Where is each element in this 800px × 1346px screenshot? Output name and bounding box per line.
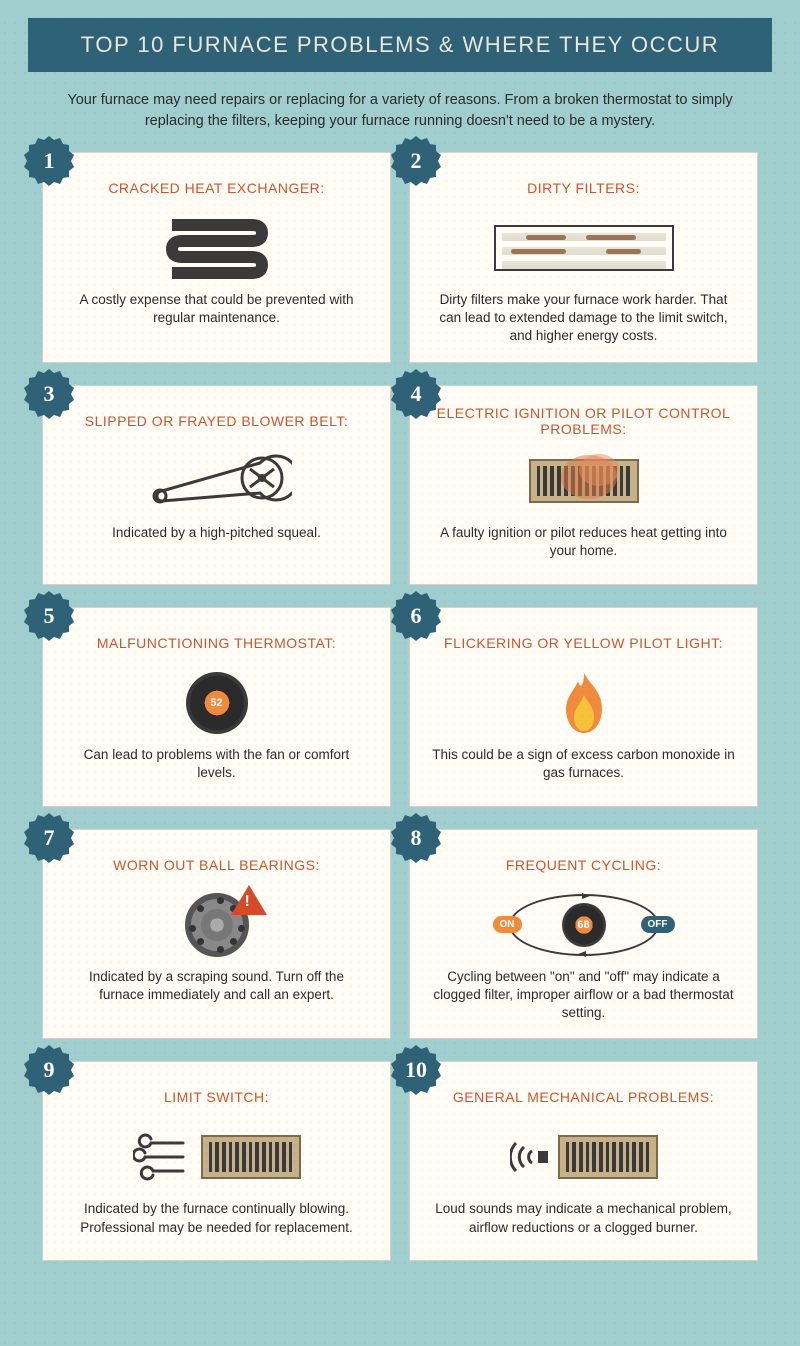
card-6: 6 FLICKERING OR YELLOW PILOT LIGHT: This… [409, 607, 758, 807]
badge-number: 8 [411, 825, 422, 851]
alert-icon [231, 885, 267, 915]
badge-number: 1 [44, 148, 55, 174]
card-10: 10 GENERAL MECHANICAL PROBLEMS: Loud sou… [409, 1061, 758, 1261]
card-desc: A costly expense that could be prevented… [59, 291, 374, 327]
card-title: ELECTRIC IGNITION OR PILOT CONTROL PROBL… [426, 404, 741, 438]
card-8: 8 FREQUENT CYCLING: 68 ON OFF Cycling be… [409, 829, 758, 1040]
badge-number: 9 [44, 1057, 55, 1083]
badge-3: 3 [23, 368, 75, 420]
dirty-filter-icon [494, 213, 674, 283]
badge-6: 6 [390, 590, 442, 642]
card-7: 7 WORN OUT BALL BEARINGS: Indicated by a… [42, 829, 391, 1040]
card-title: GENERAL MECHANICAL PROBLEMS: [443, 1080, 724, 1114]
card-2: 2 DIRTY FILTERS: Dirty filters make your… [409, 152, 758, 363]
badge-number: 5 [44, 603, 55, 629]
badge-number: 10 [405, 1057, 427, 1083]
card-desc: Dirty filters make your furnace work har… [426, 291, 741, 346]
cycle-value: 68 [577, 919, 589, 931]
heat-exchanger-icon [162, 213, 272, 283]
card-title: FLICKERING OR YELLOW PILOT LIGHT: [434, 626, 733, 660]
cycling-icon: 68 ON OFF [499, 890, 669, 960]
badge-number: 4 [411, 381, 422, 407]
bearing-icon [185, 890, 249, 960]
badge-5: 5 [23, 590, 75, 642]
card-desc: Indicated by a scraping sound. Turn off … [59, 968, 374, 1004]
badge-10: 10 [390, 1044, 442, 1096]
badge-9: 9 [23, 1044, 75, 1096]
card-desc: Indicated by a high-pitched squeal. [106, 524, 327, 542]
badge-2: 2 [390, 135, 442, 187]
page-title: TOP 10 FURNACE PROBLEMS & WHERE THEY OCC… [38, 32, 762, 58]
badge-4: 4 [390, 368, 442, 420]
thermostat-value: 52 [210, 697, 222, 709]
off-label: OFF [641, 916, 675, 933]
mechanical-icon [510, 1122, 658, 1192]
on-label: ON [493, 916, 522, 933]
badge-1: 1 [23, 135, 75, 187]
card-desc: Loud sounds may indicate a mechanical pr… [426, 1200, 741, 1236]
card-title: SLIPPED OR FRAYED BLOWER BELT: [75, 404, 358, 438]
card-desc: Cycling between "on" and "off" may indic… [426, 968, 741, 1023]
badge-number: 3 [44, 381, 55, 407]
thermostat-icon: 52 [186, 668, 248, 738]
card-4: 4 ELECTRIC IGNITION OR PILOT CONTROL PRO… [409, 385, 758, 585]
problems-grid: 1 CRACKED HEAT EXCHANGER: A costly expen… [0, 152, 800, 1291]
card-desc: Indicated by the furnace continually blo… [59, 1200, 374, 1236]
card-9: 9 LIMIT SWITCH: Indicated by the furnace… [42, 1061, 391, 1261]
flame-icon [556, 668, 612, 738]
badge-8: 8 [390, 812, 442, 864]
limit-switch-icon [133, 1122, 301, 1192]
card-title: FREQUENT CYCLING: [496, 848, 671, 882]
card-title: DIRTY FILTERS: [517, 171, 650, 205]
badge-number: 6 [411, 603, 422, 629]
intro-text: Your furnace may need repairs or replaci… [40, 90, 760, 132]
card-title: CRACKED HEAT EXCHANGER: [98, 171, 334, 205]
card-desc: Can lead to problems with the fan or com… [59, 746, 374, 782]
card-desc: A faulty ignition or pilot reduces heat … [426, 524, 741, 560]
badge-7: 7 [23, 812, 75, 864]
header-band: TOP 10 FURNACE PROBLEMS & WHERE THEY OCC… [28, 18, 772, 72]
card-title: LIMIT SWITCH: [154, 1080, 279, 1114]
card-title: MALFUNCTIONING THERMOSTAT: [87, 626, 346, 660]
badge-number: 7 [44, 825, 55, 851]
card-title: WORN OUT BALL BEARINGS: [103, 848, 330, 882]
ignition-icon [529, 446, 639, 516]
belt-icon [142, 446, 292, 516]
card-1: 1 CRACKED HEAT EXCHANGER: A costly expen… [42, 152, 391, 363]
badge-number: 2 [411, 148, 422, 174]
card-3: 3 SLIPPED OR FRAYED BLOWER BELT: Indicat… [42, 385, 391, 585]
card-desc: This could be a sign of excess carbon mo… [426, 746, 741, 782]
card-5: 5 MALFUNCTIONING THERMOSTAT: 52 Can lead… [42, 607, 391, 807]
